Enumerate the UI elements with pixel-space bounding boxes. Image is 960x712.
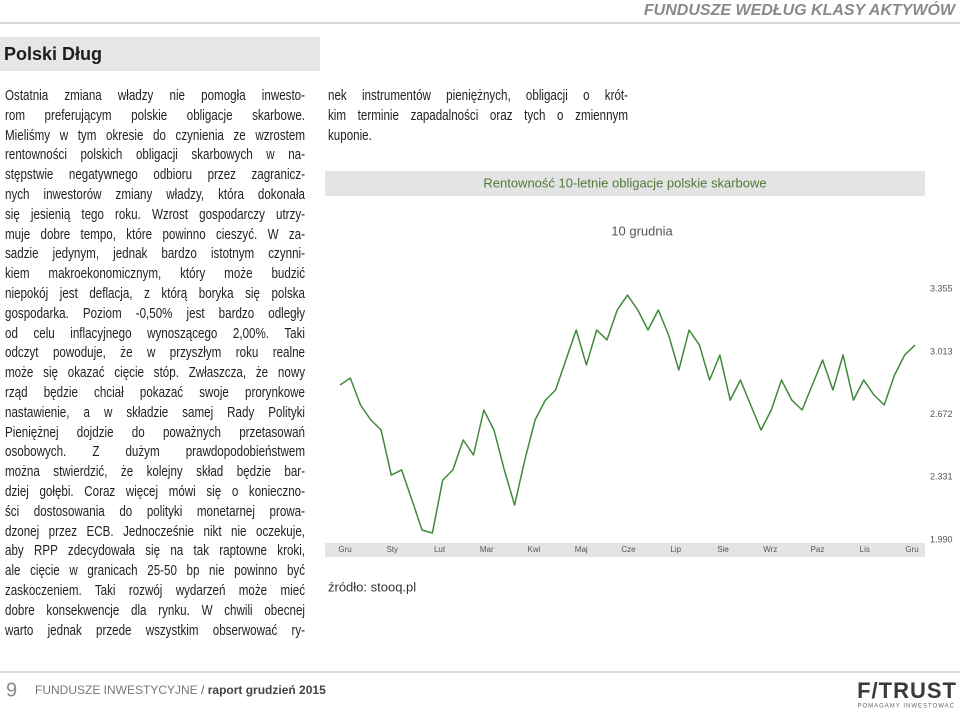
article-title: Polski Dług (4, 44, 102, 64)
footer-issue: raport grudzień 2015 (208, 683, 326, 697)
text-line: ale cięcie w granicach 25-50 bp nie powi… (5, 563, 305, 580)
text-line: rentowności polskich obligacji skarbowyc… (5, 147, 305, 164)
x-tick-label: Mar (480, 545, 494, 554)
text-line: kiem makroekonomicznym, który może budzi… (5, 266, 305, 283)
text-line: kuponie. (328, 127, 372, 144)
chart-source: źródło: stooq.pl (328, 579, 416, 594)
x-tick-label: Sty (386, 545, 398, 554)
x-tick-label: Maj (575, 545, 588, 554)
text-line: kim terminie zapadalności oraz tych o zm… (328, 107, 628, 124)
x-tick-label: Sie (717, 545, 729, 554)
y-tick-label: 2.672 (930, 409, 953, 419)
footer-publication: FUNDUSZE INWESTYCYJNE / raport grudzień … (35, 683, 326, 697)
text-line: Mieliśmy w tym okresie do czynienia ze w… (5, 127, 305, 144)
text-line: nek instrumentów pieniężnych, obligacji … (328, 88, 628, 104)
x-tick-label: Cze (621, 545, 636, 554)
text-line: dzonej przez ECB. Jednocześnie nikt nie … (5, 523, 305, 540)
text-line: dziej gołębi. Coraz więcej mówi się o ko… (5, 483, 305, 500)
text-line: można stwierdzić, że kolejny skład będzi… (5, 464, 305, 481)
text-line: gospodarka. Poziom -0,50% jest bardzo od… (5, 305, 305, 322)
text-line: sadzie jedynym, jednak bardzo istotnym c… (5, 246, 305, 263)
y-tick-label: 1.990 (930, 534, 953, 544)
text-line: się jesienią tego roku. Wzrost gospodarc… (5, 206, 305, 223)
chart-title-bar (325, 171, 925, 196)
y-tick-label: 2.331 (930, 472, 953, 482)
x-tick-label: Lut (434, 545, 446, 554)
chart-subtitle: 10 grudnia (611, 223, 673, 238)
right-column: nek instrumentów pieniężnych, obligacji … (328, 87, 640, 146)
text-line: może się okazać cięcie stóp. Zwłaszcza, … (5, 365, 305, 382)
text-line: osobowych. Z dużym prawdopodobieństwem (5, 444, 305, 461)
publication: FUNDUSZE INWESTYCYJNE (35, 683, 198, 697)
x-tick-label: Lip (670, 545, 681, 554)
text-line: od celu inflacyjnego wynoszącego 2,00%. … (5, 325, 305, 342)
x-tick-label: Kwi (528, 545, 541, 554)
text-line: dobre konsekwencje dla rynku. W chwili o… (5, 602, 305, 619)
page-number: 9 (6, 679, 17, 701)
x-tick-label: Wrz (763, 545, 777, 554)
chart-title: Rentowność 10-letnie obligacje polskie s… (483, 175, 766, 190)
text-line: nych inwestorów zmiany władzy, która dok… (5, 186, 305, 203)
section-header: FUNDUSZE WEDŁUG KLASY AKTYWÓW (644, 0, 957, 19)
x-tick-label: Gru (905, 545, 918, 554)
x-tick-label: Lis (860, 545, 870, 554)
text-line: niepokój jest deflacja, z którą boryka s… (5, 285, 305, 302)
text-line: Ostatnia zmiana władzy nie pomogła inwes… (5, 88, 305, 104)
x-tick-label: Paz (811, 545, 825, 554)
text-line: nastawienie, a w składzie samej Rady Pol… (5, 404, 305, 421)
x-tick-label: Gru (338, 545, 351, 554)
left-column: Ostatnia zmiana władzy nie pomogła inwes… (5, 87, 305, 641)
text-line: rząd będzie chciał pokazać swoje prorynk… (5, 384, 305, 401)
logo-tagline: POMAGAMY INWESTOWAĆ (857, 703, 955, 710)
text-line: Pieniężnej dojdzie do poważnych przetaso… (5, 424, 305, 441)
data-line (339, 294, 916, 534)
text-line: warto jednak przede wszystkim obserwować… (5, 622, 305, 639)
footer-separator: / (201, 683, 205, 697)
text-line: odczyt powoduje, że w przyszłym roku rea… (5, 345, 305, 362)
text-line: stępstwie negatywnego odbioru przez zagr… (5, 167, 305, 184)
logo: F/TRUST (857, 678, 957, 703)
y-tick-label: 3.013 (930, 346, 953, 356)
text-line: ści dostosowania do polityki monetarnej … (5, 503, 305, 520)
x-axis-band (325, 543, 925, 557)
text-line: muje dobre tempo, które powinno cieszyć.… (5, 226, 305, 243)
text-line: zaskoczeniem. Taki rozwój wydarzeń może … (5, 582, 305, 599)
text-line: rom preferującym polskie obligacje skarb… (5, 107, 305, 124)
y-tick-label: 3.355 (930, 283, 953, 293)
text-line: aby RPP zdecydowała się na tak raptowne … (5, 543, 305, 560)
title-bar (0, 37, 320, 71)
